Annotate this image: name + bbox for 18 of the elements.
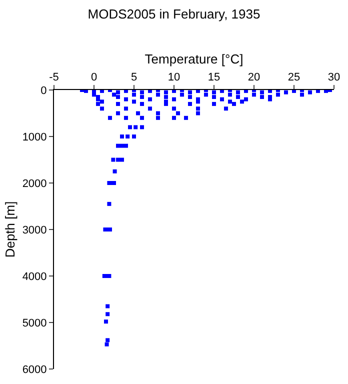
y-axis-title: Depth [m] (2, 201, 18, 258)
x-tick-label: 0 (90, 72, 98, 84)
x-axis-title: Temperature [°C] (144, 52, 244, 67)
y-tick-label: 6000 (22, 364, 47, 376)
x-tick-label: -5 (49, 72, 59, 84)
chart-title: MODS2005 in February, 1935 (88, 6, 260, 22)
x-tick-label: 25 (288, 72, 300, 84)
y-tick-label: 2000 (22, 178, 47, 190)
y-tick-label: 5000 (22, 317, 47, 330)
y-tick-label: 3000 (22, 224, 47, 236)
x-tick-label: 30 (328, 72, 340, 84)
x-tick-label: 15 (208, 72, 220, 84)
y-tick-label: 4000 (22, 270, 47, 283)
x-tick-label: 20 (248, 72, 260, 84)
y-tick-label: 0 (40, 84, 47, 97)
x-tick-label: 5 (130, 72, 138, 84)
x-tick-label: 10 (168, 72, 180, 84)
y-tick-label: 1000 (22, 131, 47, 144)
